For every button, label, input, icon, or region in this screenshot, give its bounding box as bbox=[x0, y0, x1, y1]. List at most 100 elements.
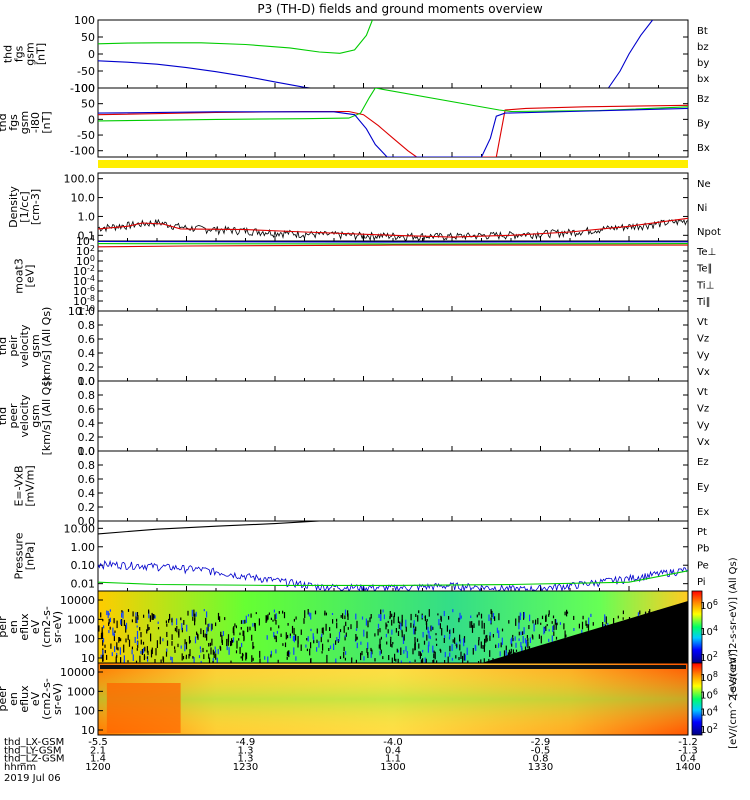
spectrogram-cell bbox=[360, 641, 362, 645]
spectrogram-cell bbox=[329, 627, 331, 631]
spectrogram-cell bbox=[131, 649, 133, 655]
spectrogram-cell bbox=[194, 636, 197, 644]
spectrogram-cell bbox=[418, 651, 420, 656]
spectrogram-cell bbox=[469, 621, 471, 628]
spectrogram-cell bbox=[208, 657, 211, 664]
spectrogram-cell bbox=[327, 639, 329, 643]
spectrogram-cell bbox=[510, 648, 512, 654]
spectrogram-cell bbox=[393, 614, 395, 618]
spectrogram-cell bbox=[206, 627, 208, 635]
spectrogram-cell bbox=[308, 612, 310, 617]
spectrogram-cell bbox=[266, 635, 268, 640]
spectrogram-cell bbox=[515, 642, 517, 648]
spectrogram-cell bbox=[480, 613, 483, 619]
spectrogram-cell bbox=[382, 656, 384, 660]
y-tick-label: 0.2 bbox=[78, 431, 96, 444]
x-axis-date: 2019 Jul 06 bbox=[4, 773, 61, 784]
legend-entry: Pt bbox=[697, 527, 707, 538]
panel-frame bbox=[97, 662, 689, 736]
spectrogram-cell bbox=[333, 643, 335, 650]
spectrogram-cell bbox=[435, 633, 437, 636]
spectrogram-cell bbox=[316, 628, 318, 634]
spectrogram-cell bbox=[174, 646, 176, 650]
spectrogram-cell bbox=[277, 659, 279, 664]
legend-entry: bx bbox=[697, 74, 709, 85]
spectrogram-cell bbox=[356, 642, 358, 649]
spectrogram-cell bbox=[452, 628, 455, 634]
spectrogram-cell bbox=[489, 650, 491, 657]
spectrogram-cell bbox=[414, 659, 416, 662]
legend-entry: Ex bbox=[697, 507, 709, 518]
spectrogram-cell bbox=[424, 616, 426, 619]
spectrogram-cell bbox=[127, 660, 129, 663]
panel-1: thdfgsgsm[nT] 100 50 0 -50 -100 Bt bz by bx bbox=[2, 14, 710, 95]
spectrogram-cell bbox=[204, 633, 206, 638]
spectrogram-cell bbox=[236, 640, 238, 649]
spectrogram-cell bbox=[390, 636, 392, 639]
spectrogram-cell bbox=[278, 611, 280, 614]
spectrogram-cell bbox=[379, 650, 381, 656]
spectrogram-cell bbox=[366, 648, 368, 653]
spectrogram-cell bbox=[540, 622, 542, 625]
spectrogram-cell bbox=[102, 650, 104, 655]
spectrogram-cell bbox=[180, 645, 182, 649]
x-axis-value: -5.5 bbox=[88, 737, 108, 748]
series-line-Ni bbox=[98, 218, 688, 241]
spectrogram-cell bbox=[426, 622, 428, 630]
spectrogram-cell bbox=[228, 647, 230, 655]
y-tick-label: 100.0 bbox=[64, 173, 96, 186]
y-tick-label: 0.1 bbox=[78, 229, 96, 242]
spectrogram-cell bbox=[231, 638, 233, 646]
spectrogram-cell bbox=[293, 647, 295, 655]
spectrogram-cell bbox=[226, 645, 228, 651]
y-tick-label: 0.6 bbox=[78, 403, 96, 416]
spectrogram-cell bbox=[489, 632, 491, 636]
spectrogram-cell bbox=[538, 634, 540, 639]
spectrogram-cell bbox=[203, 654, 205, 660]
spectrogram-cell bbox=[169, 613, 171, 621]
spectrogram-cell bbox=[505, 645, 507, 654]
spectrogram-cell bbox=[431, 625, 433, 630]
spectrogram-cell bbox=[221, 639, 223, 645]
spectrogram-cell bbox=[241, 652, 244, 661]
spectrogram-cell bbox=[566, 609, 568, 617]
spectrogram-cell bbox=[146, 629, 148, 634]
spectrogram-cell bbox=[116, 655, 118, 658]
y-tick-label: -100 bbox=[70, 82, 95, 95]
spectrogram-cell bbox=[215, 622, 217, 627]
spectrogram-cell bbox=[548, 613, 550, 617]
spectrogram-cell bbox=[121, 613, 123, 618]
spectrogram-cell bbox=[321, 651, 323, 654]
spectrogram-cell bbox=[307, 636, 309, 642]
legend-entry: Ez bbox=[697, 457, 709, 468]
spectrogram-cell bbox=[102, 619, 104, 622]
colorbar-tick-label: 104 bbox=[700, 624, 718, 638]
spectrogram-cell bbox=[102, 640, 104, 646]
spectrogram-cell bbox=[306, 648, 308, 652]
spectrogram-cell bbox=[588, 617, 590, 626]
spectrogram-cell bbox=[274, 614, 276, 621]
spectrogram-cell bbox=[427, 626, 429, 634]
spectrogram-cell bbox=[523, 627, 525, 635]
spectrogram-cell bbox=[189, 649, 191, 657]
spectrogram-cell bbox=[622, 617, 624, 620]
spectrogram-cell bbox=[233, 632, 235, 636]
spectrogram-cell bbox=[220, 646, 222, 651]
spectrogram-cell bbox=[125, 624, 127, 633]
spectrogram-cell bbox=[171, 657, 173, 664]
spectrogram-cell bbox=[238, 638, 240, 641]
spectrogram-cell bbox=[148, 611, 150, 619]
spectrogram-cell bbox=[439, 623, 441, 629]
spectrogram-cell bbox=[307, 609, 309, 615]
spectrogram-cell bbox=[285, 632, 287, 640]
spectrogram-cell bbox=[565, 634, 567, 638]
spectrogram-cell bbox=[458, 617, 460, 623]
spectrogram-cell bbox=[233, 626, 235, 633]
spectrogram-cell bbox=[289, 635, 291, 639]
legend-entry: Ti∥ bbox=[696, 297, 711, 308]
spectrogram-cell bbox=[178, 631, 180, 638]
y-axis-label: thdpeirenefluxeV(cm2-s-sr-eV) bbox=[0, 606, 64, 648]
spectrogram-cell bbox=[386, 641, 388, 645]
spectrogram-cell bbox=[273, 609, 275, 613]
spectrogram-cell bbox=[478, 620, 480, 626]
